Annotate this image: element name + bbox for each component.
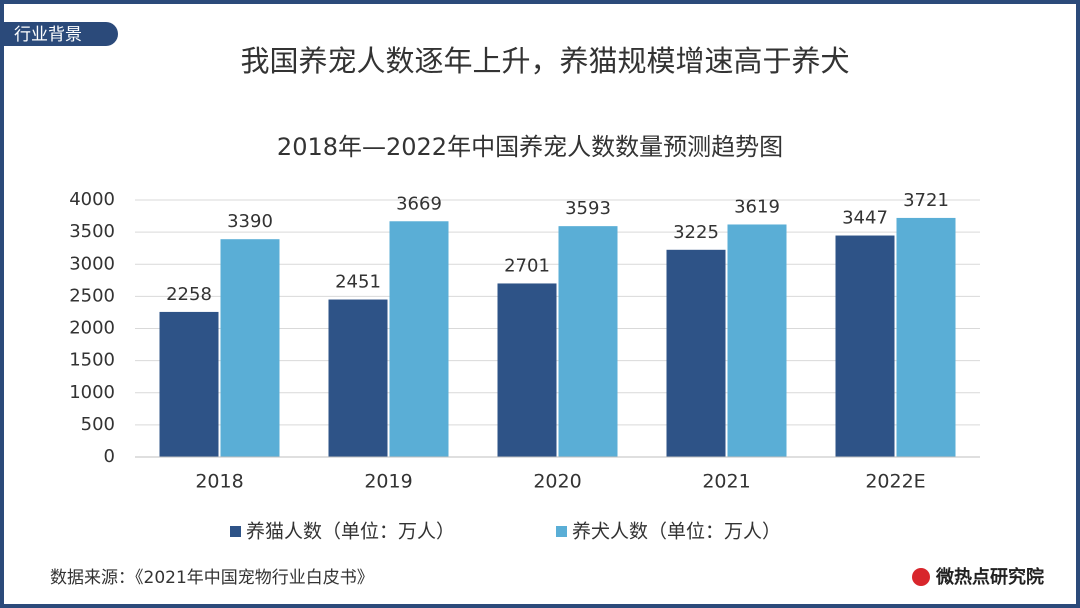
y-tick-label: 1000 [69,382,115,403]
bar [159,311,219,457]
source: 数据来源：《2021年中国宠物行业白皮书》 [50,568,374,588]
logo-icon [912,568,930,586]
bar [389,221,449,457]
y-tick-label: 0 [104,446,115,467]
bar [558,226,618,457]
y-tick-label: 2000 [69,318,115,339]
y-tick-label: 3000 [69,253,115,274]
legend-label: 养犬人数（单位：万人） [572,521,781,543]
bar [497,283,557,457]
value-label: 3390 [227,211,273,232]
y-tick-label: 500 [81,414,115,435]
value-label: 3593 [565,198,611,219]
bar [835,235,895,457]
y-tick-label: 2500 [69,285,115,306]
bar [220,239,280,457]
bar [666,249,726,457]
x-tick-label: 2020 [533,471,581,493]
bar [896,217,956,457]
y-tick-label: 4000 [69,189,115,210]
x-tick-label: 2018 [195,471,243,493]
value-label: 3721 [903,190,949,211]
slide-title: 我国养宠人数逐年上升，养猫规模增速高于养犬 [240,44,849,78]
value-label: 3447 [842,208,888,229]
value-label: 3225 [673,222,719,243]
bar [727,224,787,457]
x-tick-label: 2022E [865,471,925,493]
value-label: 2258 [166,284,212,305]
legend-label: 养猫人数（单位：万人） [246,521,455,543]
tag-background [4,22,118,46]
bar [328,299,388,457]
y-tick-label: 3500 [69,221,115,242]
y-tick-label: 1500 [69,350,115,371]
tag: 行业背景 [14,25,82,45]
value-label: 2451 [335,272,381,293]
legend-swatch [556,526,567,537]
value-label: 3669 [396,193,442,214]
legend-swatch [230,526,241,537]
value-label: 3619 [734,196,780,217]
chart-title: 2018年—2022年中国养宠人数数量预测趋势图 [277,133,783,161]
logo: 微热点研究院 [935,566,1044,588]
value-label: 2701 [504,255,550,276]
x-tick-label: 2021 [702,471,750,493]
x-tick-label: 2019 [364,471,412,493]
